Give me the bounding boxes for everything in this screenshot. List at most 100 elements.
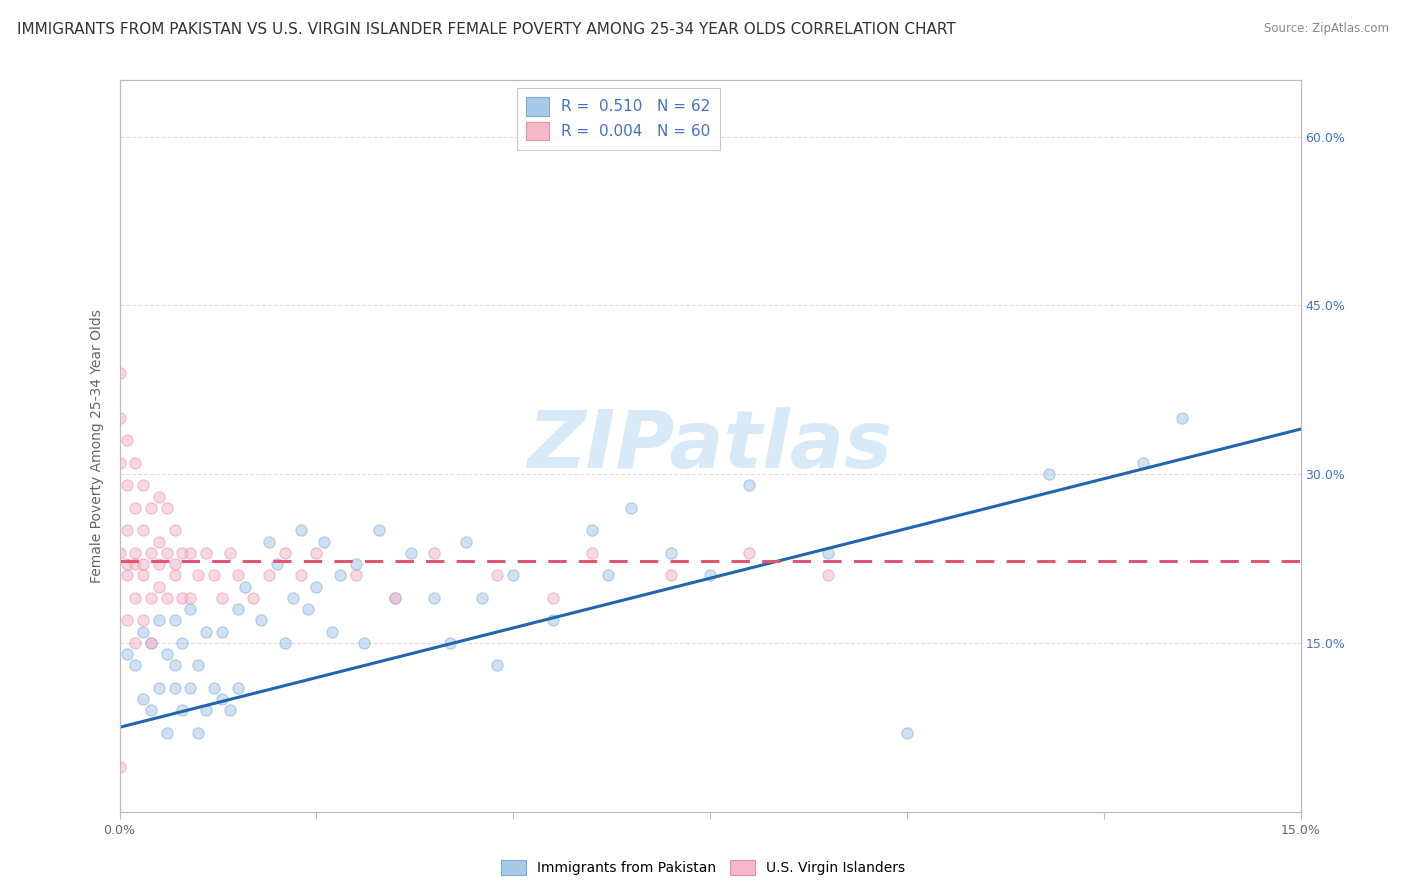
Point — [581, 524, 603, 538]
Point — [454, 534, 477, 549]
Point — [179, 591, 201, 605]
Point — [218, 703, 240, 717]
Point — [211, 692, 233, 706]
Point — [368, 524, 391, 538]
Point — [132, 568, 155, 582]
Point — [541, 614, 564, 628]
Point — [139, 636, 162, 650]
Point — [257, 534, 280, 549]
Point — [274, 546, 297, 560]
Text: Source: ZipAtlas.com: Source: ZipAtlas.com — [1264, 22, 1389, 36]
Point — [202, 568, 225, 582]
Point — [117, 478, 139, 492]
Point — [211, 624, 233, 639]
Point — [132, 524, 155, 538]
Point — [321, 624, 343, 639]
Point — [659, 546, 682, 560]
Point — [163, 681, 186, 695]
Point — [297, 602, 319, 616]
Point — [163, 568, 186, 582]
Point — [179, 681, 201, 695]
Point — [305, 546, 328, 560]
Y-axis label: Female Poverty Among 25-34 Year Olds: Female Poverty Among 25-34 Year Olds — [90, 309, 104, 583]
Point — [471, 591, 494, 605]
Point — [156, 647, 179, 661]
Point — [384, 591, 406, 605]
Point — [148, 614, 170, 628]
Point — [172, 703, 194, 717]
Point — [541, 591, 564, 605]
Point — [124, 500, 146, 515]
Point — [117, 524, 139, 538]
Point — [132, 557, 155, 571]
Point — [266, 557, 288, 571]
Point — [344, 568, 367, 582]
Point — [439, 636, 461, 650]
Point — [1132, 456, 1154, 470]
Point — [108, 546, 131, 560]
Point — [163, 557, 186, 571]
Point — [486, 658, 509, 673]
Point — [179, 546, 201, 560]
Point — [148, 681, 170, 695]
Point — [423, 591, 446, 605]
Point — [226, 681, 249, 695]
Point — [117, 647, 139, 661]
Point — [124, 591, 146, 605]
Point — [738, 546, 761, 560]
Point — [353, 636, 375, 650]
Point — [502, 568, 524, 582]
Point — [581, 546, 603, 560]
Point — [172, 636, 194, 650]
Point — [124, 546, 146, 560]
Point — [384, 591, 406, 605]
Point — [124, 636, 146, 650]
Point — [399, 546, 422, 560]
Point — [108, 760, 131, 774]
Point — [132, 614, 155, 628]
Point — [132, 692, 155, 706]
Point — [281, 591, 304, 605]
Point — [659, 568, 682, 582]
Point — [817, 546, 839, 560]
Point — [290, 524, 312, 538]
Point — [250, 614, 273, 628]
Point — [274, 636, 297, 650]
Point — [139, 500, 162, 515]
Point — [817, 568, 839, 582]
Point — [226, 568, 249, 582]
Point — [108, 456, 131, 470]
Point — [195, 624, 218, 639]
Point — [156, 500, 179, 515]
Point — [344, 557, 367, 571]
Point — [163, 658, 186, 673]
Legend: Immigrants from Pakistan, U.S. Virgin Islanders: Immigrants from Pakistan, U.S. Virgin Is… — [495, 855, 911, 880]
Point — [620, 500, 643, 515]
Point — [139, 703, 162, 717]
Point — [156, 726, 179, 740]
Point — [172, 546, 194, 560]
Text: ZIPatlas: ZIPatlas — [527, 407, 893, 485]
Point — [117, 557, 139, 571]
Point — [242, 591, 264, 605]
Point — [486, 568, 509, 582]
Point — [148, 580, 170, 594]
Point — [117, 434, 139, 448]
Point — [290, 568, 312, 582]
Point — [148, 490, 170, 504]
Point — [187, 568, 209, 582]
Point — [195, 703, 218, 717]
Point — [108, 410, 131, 425]
Point — [179, 602, 201, 616]
Point — [187, 658, 209, 673]
Point — [148, 534, 170, 549]
Point — [172, 591, 194, 605]
Point — [218, 546, 240, 560]
Point — [257, 568, 280, 582]
Point — [117, 568, 139, 582]
Point — [163, 524, 186, 538]
Point — [226, 602, 249, 616]
Point — [699, 568, 721, 582]
Point — [132, 624, 155, 639]
Legend: R =  0.510   N = 62, R =  0.004   N = 60: R = 0.510 N = 62, R = 0.004 N = 60 — [517, 88, 720, 150]
